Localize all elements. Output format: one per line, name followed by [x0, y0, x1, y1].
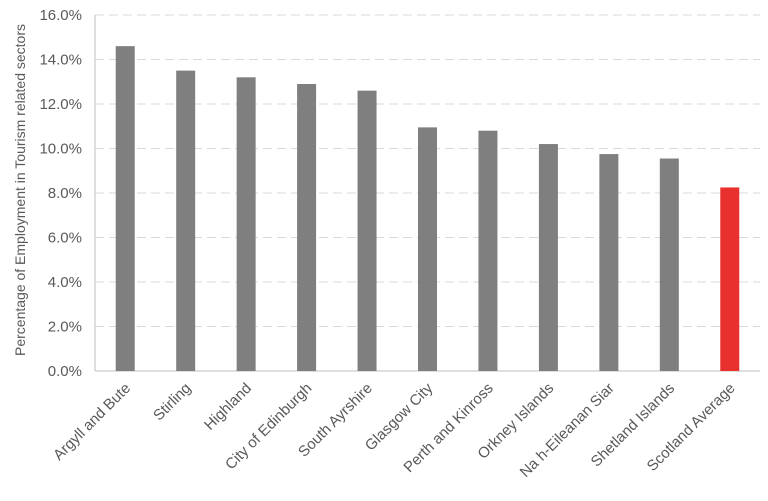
bar-scotland-average: [720, 187, 740, 371]
bar-shetland-islands: [659, 158, 679, 371]
y-tick-label: 6.0%: [48, 230, 82, 247]
y-tick-label: 12.0%: [39, 96, 82, 113]
y-tick-label: 14.0%: [39, 52, 82, 69]
bar-perth-and-kinross: [478, 130, 498, 371]
y-tick-label: 8.0%: [48, 185, 82, 202]
bar-na-h-eileanan-siar: [599, 154, 619, 371]
bar-stirling: [176, 70, 196, 371]
gridlines: [95, 14, 760, 327]
bar-city-of-edinburgh: [297, 83, 317, 371]
y-axis-label: Percentage of Employment in Tourism rela…: [12, 24, 28, 356]
bar-glasgow-city: [418, 127, 437, 371]
x-tick-label: Stirling: [150, 380, 194, 424]
bar-orkney-islands: [538, 144, 558, 371]
bar-argyll-and-bute: [115, 46, 135, 372]
bar-highland: [236, 77, 256, 372]
y-tick-labels: 0.0% 2.0% 4.0% 6.0% 8.0% 10.0% 12.0% 14.0% 16.0%: [39, 7, 82, 380]
y-tick-label: 10.0%: [39, 141, 82, 158]
bars: [115, 46, 740, 372]
x-tick-label: Highland: [201, 380, 255, 434]
y-tick-label: 2.0%: [48, 319, 82, 336]
bar-south-ayrshire: [357, 90, 377, 372]
y-tick-label: 16.0%: [39, 7, 82, 24]
y-tick-label: 4.0%: [48, 274, 82, 291]
x-tick-label: Argyll and Bute: [50, 380, 134, 464]
y-tick-label: 0.0%: [48, 363, 82, 380]
